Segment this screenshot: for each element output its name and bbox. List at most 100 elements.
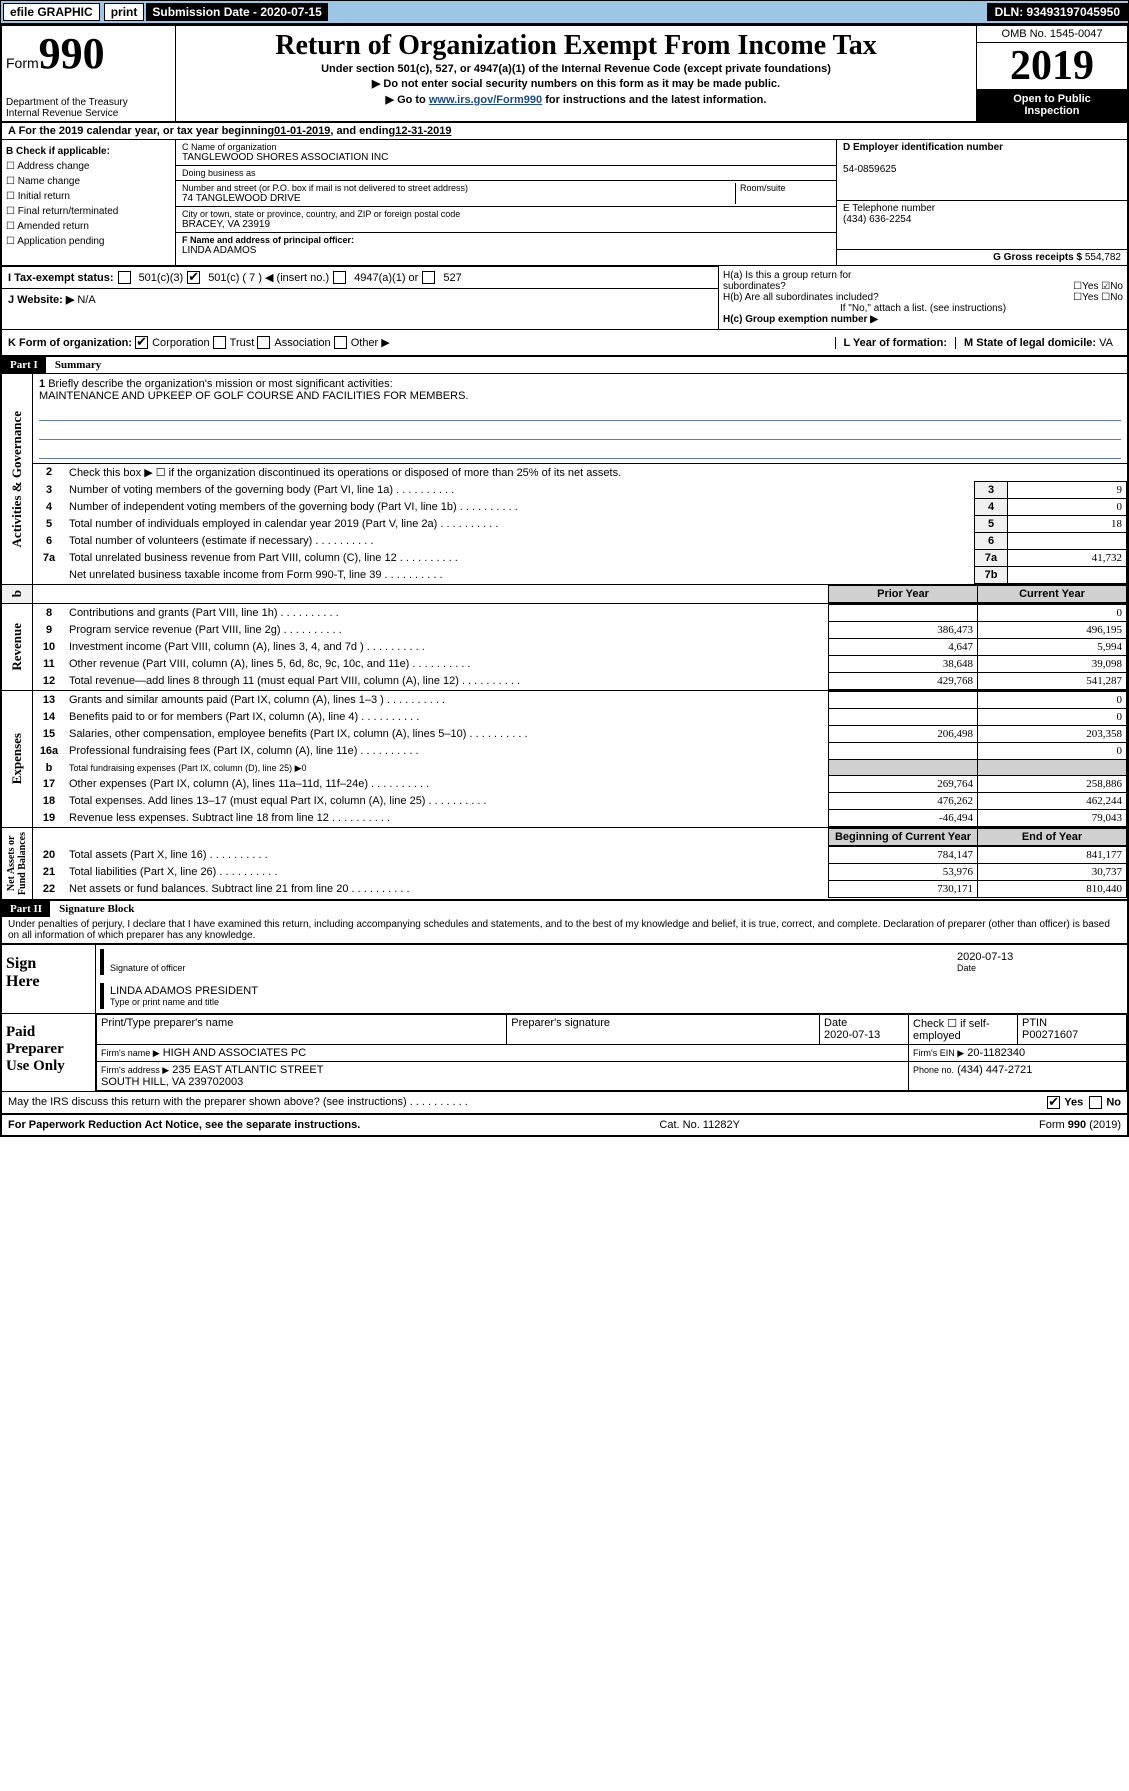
website-row: J Website: ▶ N/A: [2, 288, 718, 310]
opt4: 527: [443, 272, 461, 284]
chk-4947[interactable]: [333, 271, 346, 284]
print-btn[interactable]: print: [104, 3, 145, 21]
side-net: Net Assets or Fund Balances: [6, 828, 28, 899]
opt3: 4947(a)(1) or: [354, 272, 418, 284]
pc0: Print/Type preparer's name: [97, 1015, 507, 1045]
Hb-yes: Yes: [1082, 292, 1098, 303]
side-exp: Expenses: [9, 729, 25, 788]
K-assoc: Association: [274, 337, 330, 349]
efile-btn[interactable]: efile GRAPHIC: [3, 3, 100, 21]
l1v: MAINTENANCE AND UPKEEP OF GOLF COURSE AN…: [39, 390, 468, 402]
dy: Yes: [1064, 1096, 1083, 1108]
J-lbl: J Website: ▶: [8, 294, 74, 306]
name-lbl: C Name of organization: [182, 142, 830, 152]
rowA-pre: A For the 2019 calendar year, or tax yea…: [8, 125, 274, 137]
foot-r-pre: Form: [1039, 1119, 1068, 1131]
fphone: (434) 447-2721: [957, 1064, 1032, 1076]
Ha-no: No: [1110, 281, 1123, 292]
discuss-no-chk[interactable]: [1089, 1096, 1102, 1109]
paid-hdr: Paid Preparer Use Only: [2, 1014, 96, 1091]
note2-post: for instructions and the latest informat…: [542, 94, 766, 106]
form-id-cell: Form990 Department of the Treasury Inter…: [2, 26, 176, 121]
Hb-lbl: H(b) Are all subordinates included?: [723, 292, 879, 303]
dept-label: Department of the Treasury Internal Reve…: [6, 97, 128, 119]
fein-lbl: Firm's EIN ▶: [913, 1048, 964, 1058]
I-lbl: I Tax-exempt status:: [8, 272, 114, 284]
l2t: Check this box ▶ ☐ if the organization d…: [65, 464, 1127, 481]
print-label: print: [111, 5, 138, 19]
L-lbl: L Year of formation:: [844, 337, 948, 349]
chk-name: Name change: [18, 176, 80, 187]
tel: (434) 636-2254: [843, 214, 911, 225]
M-lbl: M State of legal domicile:: [964, 337, 1096, 349]
form990-link[interactable]: www.irs.gov/Form990: [429, 94, 542, 106]
Ha-yes: Yes: [1082, 281, 1098, 292]
submission-date: Submission Date - 2020-07-15: [146, 3, 327, 21]
chk-trust[interactable]: [213, 336, 226, 349]
form-title-cell: Return of Organization Exempt From Incom…: [176, 26, 976, 121]
hdr-prior: Prior Year: [829, 586, 978, 603]
col-dg: D Employer identification number 54-08596…: [836, 140, 1127, 265]
chk-501c3[interactable]: [118, 271, 131, 284]
chk-init: Initial return: [18, 191, 70, 202]
chk-assoc[interactable]: [257, 336, 270, 349]
nhdr-c: End of Year: [978, 829, 1127, 846]
dn: No: [1106, 1096, 1121, 1108]
pptin: P00271607: [1022, 1029, 1078, 1041]
part1-title: Summary: [49, 357, 107, 373]
chk-amend: Amended return: [17, 221, 89, 232]
omb: OMB No. 1545-0047: [977, 26, 1127, 43]
row-a: A For the 2019 calendar year, or tax yea…: [2, 123, 1127, 139]
foot-m: Cat. No. 11282Y: [659, 1119, 740, 1131]
H-block: H(a) Is this a group return for subordin…: [718, 266, 1127, 329]
firm: HIGH AND ASSOCIATES PC: [163, 1047, 306, 1059]
opt1: 501(c)(3): [139, 272, 184, 284]
form-num: 990: [39, 29, 105, 78]
faddr-lbl: Firm's address ▶: [101, 1065, 169, 1075]
hdr-current: Current Year: [978, 586, 1127, 603]
chk-other[interactable]: [334, 336, 347, 349]
tax-year: 2019: [977, 43, 1127, 89]
opt2: 501(c) ( 7 ) ◀ (insert no.): [208, 271, 329, 284]
sign-name-lbl: Type or print name and title: [110, 997, 1117, 1007]
nhdr-p: Beginning of Current Year: [829, 829, 978, 846]
discuss-yes-chk[interactable]: [1047, 1096, 1060, 1109]
chk-corp[interactable]: [135, 336, 148, 349]
chk-527[interactable]: [422, 271, 435, 284]
pself: Check ☐ if self-employed: [909, 1015, 1018, 1045]
foot-r-yr: (2019): [1086, 1119, 1121, 1131]
col-c: C Name of organizationTANGLEWOOD SHORES …: [176, 140, 836, 265]
chk-501c[interactable]: [187, 271, 200, 284]
note1: ▶ Do not enter social security numbers o…: [184, 77, 968, 92]
l1n: 1: [39, 378, 45, 390]
tel-lbl: E Telephone number: [843, 203, 935, 214]
perjury: Under penalties of perjury, I declare th…: [2, 917, 1127, 943]
ein-lbl: D Employer identification number: [843, 142, 1003, 153]
form-title: Return of Organization Exempt From Incom…: [184, 30, 968, 62]
note2-pre: ▶ Go to: [386, 94, 429, 106]
rowA-begin: 01-01-2019: [274, 125, 330, 137]
addr1: 74 TANGLEWOOD DRIVE: [182, 193, 735, 204]
colB-hdr: B Check if applicable:: [6, 146, 110, 157]
side-rev: Revenue: [9, 619, 25, 675]
chk-app: Application pending: [17, 236, 104, 247]
K-corp: Corporation: [152, 337, 209, 349]
ein: 54-0859625: [843, 164, 896, 175]
open-inspect: Open to Public Inspection: [977, 89, 1127, 121]
form-prefix: Form: [6, 55, 39, 71]
date-lbl: Date: [957, 963, 1117, 973]
chk-addr: Address change: [17, 161, 89, 172]
l1t: Briefly describe the organization's miss…: [48, 378, 392, 390]
discuss-q: May the IRS discuss this return with the…: [8, 1096, 468, 1109]
org-name: TANGLEWOOD SHORES ASSOCIATION INC: [182, 152, 830, 163]
city-lbl: City or town, state or province, country…: [182, 209, 830, 219]
dln: DLN: 93493197045950: [987, 3, 1128, 21]
pdate: 2020-07-13: [824, 1029, 880, 1041]
col-b: B Check if applicable: ☐ Address change …: [2, 140, 176, 265]
side-b: b: [9, 586, 25, 601]
K-lbl: K Form of organization:: [8, 337, 132, 349]
efile-label: efile GRAPHIC: [10, 5, 93, 19]
Hb-no: No: [1110, 292, 1123, 303]
gross-lbl: G Gross receipts $: [993, 252, 1082, 263]
rowA-mid: , and ending: [330, 125, 395, 137]
